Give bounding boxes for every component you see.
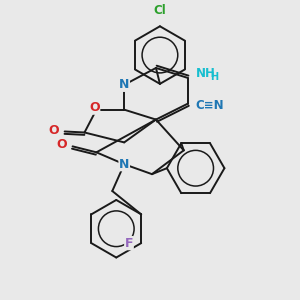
Text: O: O [89,101,100,114]
Text: N: N [119,78,129,91]
Text: O: O [48,124,59,137]
Text: H: H [211,72,219,82]
Text: Cl: Cl [154,4,166,17]
Text: C≡N: C≡N [196,99,224,112]
Text: O: O [56,138,67,151]
Text: N: N [119,158,129,171]
Text: F: F [125,237,133,250]
Text: NH: NH [196,68,215,80]
